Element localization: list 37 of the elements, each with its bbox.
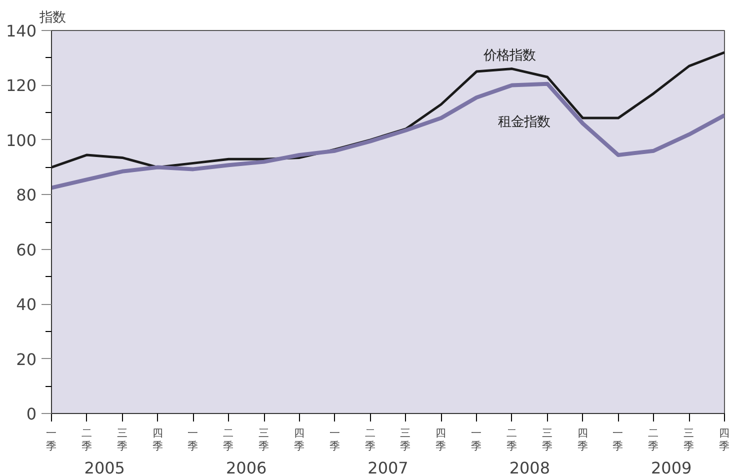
y-tick-label: 120 <box>6 76 37 96</box>
series-label: 租金指数 <box>498 115 550 130</box>
x-tick-label: 一季 <box>46 426 57 452</box>
y-tick-label: 100 <box>6 130 37 150</box>
x-tick-label: 四季 <box>436 426 447 452</box>
x-tick-label: 二季 <box>506 426 518 452</box>
x-tick-label: 四季 <box>152 426 164 452</box>
x-tick-label: 三季 <box>116 426 128 452</box>
x-tick-label: 四季 <box>577 426 588 452</box>
text: 2007 <box>368 458 408 476</box>
x-tick-label: 三季 <box>258 426 270 452</box>
x-tick-label: 一季 <box>188 426 199 452</box>
x-tick-label: 三季 <box>400 426 412 452</box>
text: 2008 <box>509 458 550 476</box>
series-label: 价格指数 <box>482 48 536 64</box>
x-tick-label: 一季 <box>329 426 340 452</box>
y-tick-label: 60 <box>16 240 36 260</box>
line-series <box>52 82 724 190</box>
x-tick-label: 四季 <box>294 426 305 452</box>
y-tick-label: 20 <box>16 350 36 369</box>
y-tick-label: 0 <box>26 404 37 424</box>
x-tick-label: 一季 <box>612 426 624 452</box>
y-tick-label: 140 <box>6 22 37 40</box>
x-tick-label: 二季 <box>81 426 92 452</box>
x-tick-label: 三季 <box>542 426 553 452</box>
text: 2005 <box>84 458 125 476</box>
y-axis-title: 指数 <box>38 10 66 26</box>
text: 2006 <box>226 458 267 476</box>
x-tick-label: 四季 <box>719 426 730 452</box>
text: 2009 <box>651 458 692 476</box>
x-tick-label: 二季 <box>648 426 660 452</box>
x-tick-label: 二季 <box>223 426 234 452</box>
y-tick-label: 40 <box>16 295 36 314</box>
x-tick-label: 二季 <box>364 426 376 452</box>
x-tick-label: 三季 <box>684 426 695 452</box>
x-tick-label: 一季 <box>471 426 482 452</box>
y-tick-label: 80 <box>16 186 36 205</box>
